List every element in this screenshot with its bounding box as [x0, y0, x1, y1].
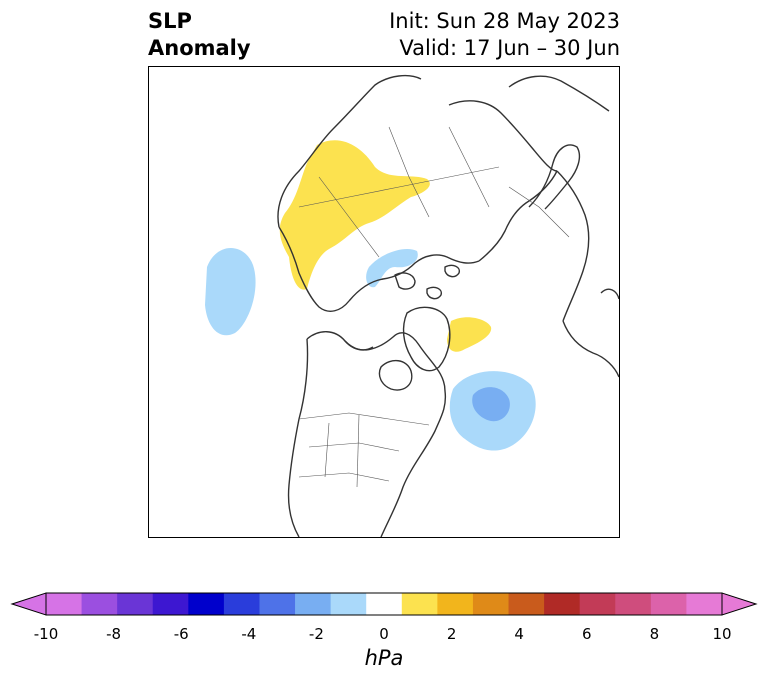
colorbar-cell	[152, 593, 189, 615]
colorbar-cell	[437, 593, 474, 615]
negative-anomaly-barents	[366, 248, 418, 288]
colorbar	[10, 590, 758, 624]
colorbar-cell	[579, 593, 616, 615]
init-date: Init: Sun 28 May 2023	[389, 9, 620, 33]
colorbar-cell	[330, 593, 367, 615]
colorbar-tick-label: -4	[241, 625, 257, 643]
colorbar-cell	[686, 593, 723, 615]
colorbar-cell	[401, 593, 438, 615]
title-line-2: Anomaly	[148, 36, 251, 60]
colorbar-cell	[295, 593, 332, 615]
colorbar-cell	[650, 593, 687, 615]
colorbar-units: hPa	[364, 646, 404, 670]
colorbar-extend-high	[721, 592, 758, 616]
colorbar-tick-label: 0	[379, 625, 389, 643]
negative-anomaly-atlantic-core	[472, 387, 510, 422]
colorbar-cell	[615, 593, 652, 615]
title-line-1: SLP	[148, 9, 192, 33]
colorbar-tick-label: -6	[173, 625, 189, 643]
colorbar-cell	[223, 593, 260, 615]
colorbar-tick-label: 8	[649, 625, 660, 643]
map-title: SLP Anomaly	[148, 8, 251, 62]
coastlines	[277, 74, 619, 537]
colorbar-frame	[45, 592, 723, 616]
negative-anomaly-pacific	[205, 248, 256, 336]
polar-map	[148, 66, 620, 538]
colorbar-tick-label: -8	[106, 625, 122, 643]
positive-anomaly-siberia	[279, 140, 430, 290]
colorbar-cell	[46, 593, 83, 615]
anomaly-shading	[205, 140, 536, 451]
forecast-dates: Init: Sun 28 May 2023 Valid: 17 Jun – 30…	[389, 8, 620, 62]
positive-anomaly-greenland	[447, 317, 492, 352]
valid-range: Valid: 17 Jun – 30 Jun	[399, 36, 620, 60]
colorbar-cell	[81, 593, 118, 615]
colorbar-tick-label: 10	[712, 625, 732, 643]
colorbar-tick-label: 6	[582, 625, 592, 643]
colorbar-cell	[188, 593, 225, 615]
political-borders	[298, 126, 570, 488]
colorbar-cell	[472, 593, 510, 615]
colorbar-cell	[366, 593, 403, 615]
colorbar-cell	[508, 593, 545, 615]
colorbar-cell	[544, 593, 581, 615]
colorbar-tick-label: -2	[308, 625, 324, 643]
colorbar-extend-low	[10, 592, 47, 616]
colorbar-cell	[117, 593, 154, 615]
colorbar-cell	[259, 593, 296, 615]
colorbar-tick-label: -10	[33, 625, 59, 643]
colorbar-tick-label: 2	[446, 625, 457, 643]
colorbar-tick-label: 4	[514, 625, 524, 643]
